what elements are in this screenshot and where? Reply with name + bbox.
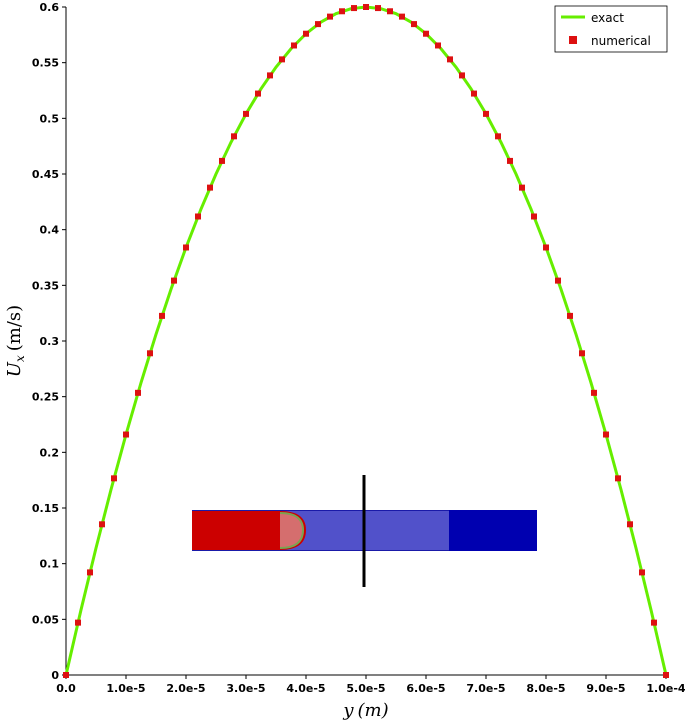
- x-axis-label: y (m): [342, 700, 388, 721]
- y-tick-label: 0.25: [32, 391, 59, 404]
- numerical-point: [435, 42, 441, 49]
- numerical-point: [63, 672, 69, 678]
- y-tick-label: 0.4: [40, 224, 60, 237]
- y-label-symbol: U: [4, 361, 25, 377]
- numerical-point: [387, 8, 393, 15]
- y-tick-label: 0: [51, 669, 59, 682]
- x-tick-label: 3.0e-5: [226, 682, 265, 695]
- numerical-point: [363, 4, 369, 10]
- numerical-point: [507, 157, 513, 164]
- legend-swatch: [569, 36, 577, 44]
- x-tick-label: 2.0e-5: [166, 682, 205, 695]
- inset-blue: [449, 510, 537, 551]
- y-tick-label: 0.5: [40, 112, 60, 125]
- y-tick-label: 0.6: [40, 1, 60, 14]
- numerical-point: [243, 110, 249, 117]
- x-tick-label: 4.0e-5: [286, 682, 325, 695]
- numerical-point: [531, 213, 537, 220]
- numerical-point: [327, 13, 333, 20]
- y-label-subscript: x: [13, 355, 27, 362]
- numerical-point: [471, 90, 477, 97]
- numerical-point: [123, 431, 129, 438]
- y-axis-label: Ux (m/s): [4, 305, 27, 377]
- numerical-point: [375, 5, 381, 12]
- y-tick-label: 0.55: [32, 57, 59, 70]
- numerical-point: [459, 72, 465, 79]
- x-tick-label: 1.0e-4: [646, 682, 685, 695]
- numerical-point: [519, 184, 525, 191]
- numerical-point: [255, 90, 261, 97]
- numerical-point: [663, 672, 669, 678]
- x-label-unit: (m): [358, 700, 389, 721]
- numerical-point: [171, 277, 177, 284]
- numerical-point: [147, 350, 153, 357]
- x-tick-label: 6.0e-5: [406, 682, 445, 695]
- numerical-point: [351, 5, 357, 12]
- y-label-unit: (m/s): [4, 305, 25, 351]
- numerical-point: [219, 157, 225, 164]
- numerical-point: [339, 8, 345, 15]
- numerical-point: [195, 213, 201, 220]
- numerical-point: [543, 244, 549, 251]
- legend-label: exact: [591, 11, 624, 25]
- legend-box: [554, 5, 668, 53]
- x-label-symbol: y: [342, 700, 354, 721]
- numerical-point: [579, 350, 585, 357]
- legend: exact numerical: [554, 5, 668, 53]
- numerical-point: [111, 475, 117, 482]
- numerical-point: [303, 30, 309, 37]
- y-tick-label: 0.15: [32, 502, 59, 515]
- y-tick-label: 0.05: [32, 613, 59, 626]
- y-tick-label: 0.35: [32, 279, 59, 292]
- y-tick-label: 0.3: [40, 335, 60, 348]
- inset-red: [192, 511, 306, 550]
- numerical-point: [231, 133, 237, 140]
- numerical-point: [75, 619, 81, 626]
- numerical-point: [639, 569, 645, 576]
- numerical-point: [267, 72, 273, 79]
- numerical-point: [411, 21, 417, 28]
- numerical-point: [315, 21, 321, 28]
- numerical-point: [447, 56, 453, 63]
- numerical-point: [603, 431, 609, 438]
- numerical-point: [615, 475, 621, 482]
- numerical-point: [99, 521, 105, 528]
- x-tick-label: 8.0e-5: [526, 682, 565, 695]
- y-tick-label: 0.2: [40, 446, 60, 459]
- numerical-point: [567, 312, 573, 319]
- x-tick-label: 5.0e-5: [346, 682, 385, 695]
- numerical-point: [423, 30, 429, 37]
- inset-interface: [279, 512, 305, 549]
- numerical-point: [291, 42, 297, 49]
- y-tick-label: 0.1: [40, 558, 60, 571]
- y-tick-label: 0.45: [32, 168, 59, 181]
- numerical-point: [555, 277, 561, 284]
- numerical-point: [135, 389, 141, 396]
- x-tick-label: 0.0: [56, 682, 76, 695]
- numerical-point: [495, 133, 501, 140]
- inset-image: [192, 475, 537, 587]
- numerical-point: [651, 619, 657, 626]
- numerical-point: [483, 110, 489, 117]
- x-tick-label: 7.0e-5: [466, 682, 505, 695]
- numerical-point: [87, 569, 93, 576]
- numerical-point: [627, 521, 633, 528]
- numerical-point: [159, 312, 165, 319]
- x-tick-label: 1.0e-5: [106, 682, 145, 695]
- x-tick-label: 9.0e-5: [586, 682, 625, 695]
- numerical-point: [183, 244, 189, 251]
- numerical-point: [591, 389, 597, 396]
- legend-label: numerical: [591, 34, 651, 48]
- numerical-point: [207, 184, 213, 191]
- numerical-point: [399, 13, 405, 20]
- numerical-point: [279, 56, 285, 63]
